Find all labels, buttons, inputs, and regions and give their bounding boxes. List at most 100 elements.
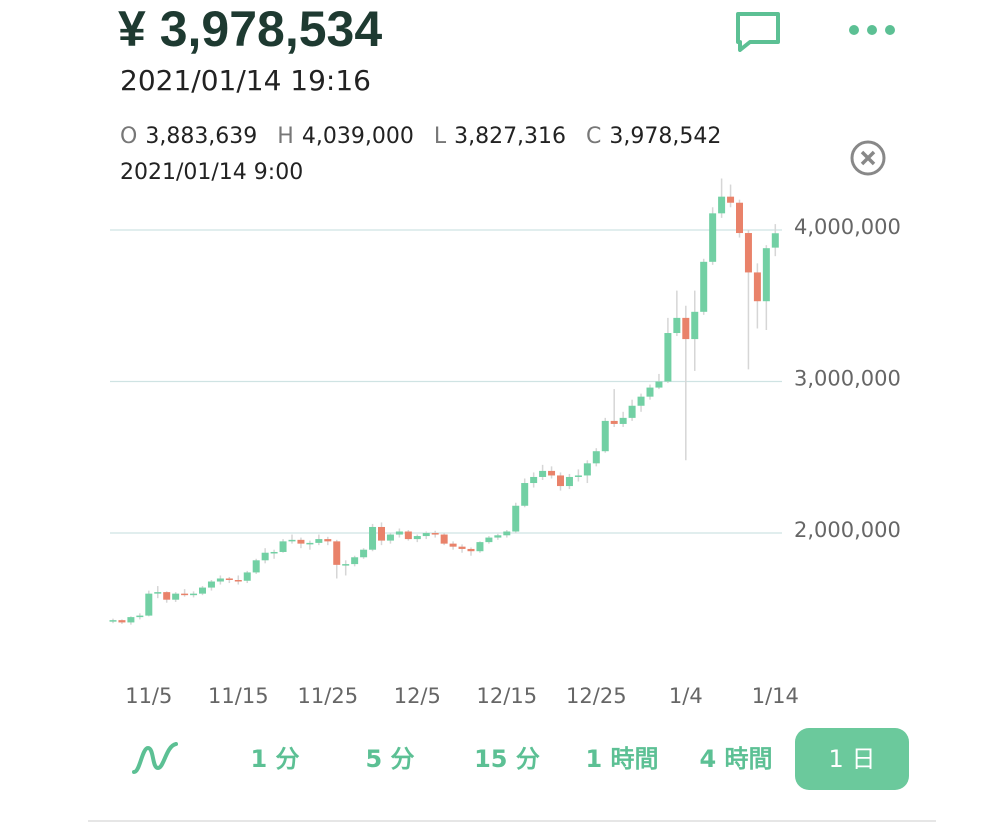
candle-body <box>655 381 663 388</box>
candle-body <box>306 542 314 545</box>
candle-body <box>494 535 502 538</box>
datetime: 2021/01/14 19:16 <box>120 64 371 97</box>
candle-body <box>682 317 690 340</box>
candle-body <box>557 475 564 487</box>
candle-body <box>753 272 761 302</box>
ohlc-value: 3,883,639 <box>145 124 258 149</box>
candle-body <box>234 580 242 582</box>
candle-body <box>691 311 699 340</box>
candle-body <box>252 560 260 573</box>
candle-body <box>351 557 359 565</box>
y-tick-label: 3,000,000 <box>794 367 901 391</box>
candle-body <box>485 537 493 543</box>
ohlc-value: 3,978,542 <box>609 124 722 149</box>
ohlc-key: H <box>277 124 294 149</box>
x-tick-label: 11/25 <box>298 684 359 708</box>
tab[interactable]: 1 時間 <box>585 745 659 773</box>
candle-body <box>449 543 457 547</box>
candle-body <box>628 405 636 418</box>
candle-body <box>163 592 171 600</box>
candle-body <box>297 539 305 544</box>
candle-body <box>261 552 269 561</box>
candle-body <box>771 233 779 248</box>
x-tick-label: 11/5 <box>125 684 172 708</box>
candle-body <box>664 333 672 382</box>
tab[interactable]: 15 分 <box>474 745 540 773</box>
ohlc-info: O 3,883,639 H 4,039,000 L 3,827,316 C 3,978,542 <box>120 124 741 149</box>
x-tick-label: 1/4 <box>669 684 703 708</box>
ohlc-value: 4,039,000 <box>301 124 414 149</box>
candle-body <box>395 531 403 535</box>
ohlc-key: L <box>433 124 447 149</box>
candle-body <box>637 396 645 406</box>
candle-body <box>458 546 466 549</box>
candle-body <box>127 617 135 623</box>
candle-body <box>512 505 520 532</box>
candle-body <box>431 533 439 535</box>
candle-body <box>440 534 448 544</box>
candle-body <box>333 541 341 565</box>
candle-body <box>118 620 126 623</box>
tab[interactable]: 5 分 <box>365 745 415 773</box>
candle-body <box>136 615 144 618</box>
candle-body <box>342 564 350 566</box>
candle-body <box>378 526 385 541</box>
candle-body <box>172 593 180 600</box>
x-tick-label: 11/15 <box>208 684 269 708</box>
candle-body <box>225 578 233 580</box>
candle-body <box>199 587 206 594</box>
candle-body <box>718 196 726 214</box>
divider <box>88 820 936 822</box>
candle-body <box>369 526 377 550</box>
candle-body <box>467 548 475 552</box>
candle-body <box>145 593 153 616</box>
candle-body <box>404 531 412 540</box>
ohlc-key: O <box>120 124 138 149</box>
candle-body <box>386 534 394 541</box>
x-tick-label: 12/15 <box>477 684 538 708</box>
tab[interactable]: 1 分 <box>250 745 300 773</box>
ohlc-value: 3,827,316 <box>454 124 567 149</box>
line-chart-icon[interactable] <box>130 738 180 778</box>
candle-body <box>583 463 591 476</box>
candle-body <box>762 248 770 302</box>
y-tick-label: 4,000,000 <box>794 215 901 239</box>
candle-body <box>154 592 162 594</box>
comment-icon[interactable] <box>734 10 782 52</box>
candle-body <box>413 536 421 540</box>
candle-body <box>736 202 743 234</box>
candle-body <box>548 470 556 476</box>
more-icon[interactable] <box>846 20 898 40</box>
candle-body <box>360 549 368 558</box>
candle-body <box>727 196 735 203</box>
candle-body <box>592 451 600 464</box>
candle-body <box>700 261 708 312</box>
selected-date: 2021/01/14 9:00 <box>120 160 304 185</box>
candle-body <box>190 593 198 596</box>
candle-body <box>279 541 287 552</box>
close-icon[interactable] <box>848 138 888 178</box>
x-tick-label: 12/5 <box>394 684 441 708</box>
candle-body <box>324 539 332 542</box>
candle-body <box>422 533 430 537</box>
tab[interactable]: 4 時間 <box>699 745 773 773</box>
candle-body <box>270 551 278 554</box>
x-tick-label: 1/14 <box>752 684 799 708</box>
candle-body <box>503 531 511 536</box>
price: ¥ 3,978,534 <box>118 1 383 57</box>
candle-body <box>646 387 654 397</box>
candle-body <box>673 317 681 334</box>
candle-body <box>709 213 717 262</box>
candle-body <box>601 420 609 452</box>
candle-body <box>744 233 752 273</box>
y-tick-label: 2,000,000 <box>794 518 901 542</box>
candle-body <box>207 581 215 588</box>
tab[interactable]: 1 日 <box>795 728 909 790</box>
ohlc-key: C <box>586 124 602 149</box>
x-tick-label: 12/25 <box>566 684 627 708</box>
candle-body <box>243 572 251 581</box>
candle-body <box>530 476 538 484</box>
candle-body <box>574 475 582 477</box>
chart: 2,000,000 3,000,000 4,000,000 11/5 11/15 11/2… <box>109 178 901 708</box>
